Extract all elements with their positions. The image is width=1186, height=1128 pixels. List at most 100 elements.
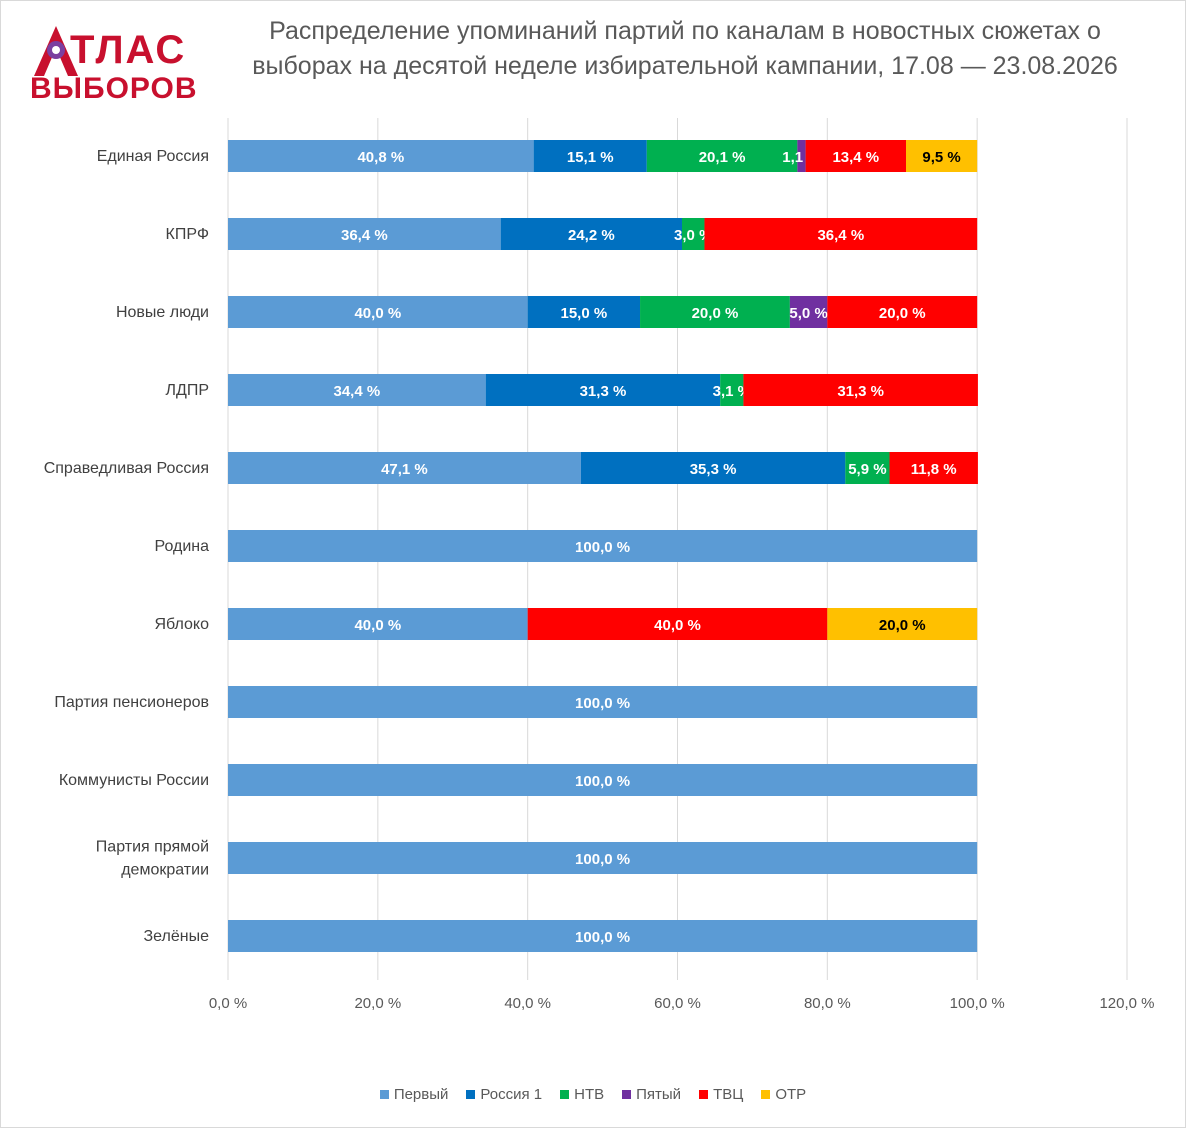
legend-swatch [761, 1090, 771, 1099]
legend-swatch [622, 1090, 632, 1099]
bar-segment [228, 296, 528, 328]
data-label: 100,0 % [575, 851, 630, 868]
bar-segment [228, 608, 528, 640]
legend-label: Первый [393, 1086, 449, 1103]
data-label: 24,2 % [568, 227, 615, 244]
data-label: 3,1 % [713, 383, 751, 400]
x-tick-label: 40,0 % [504, 995, 551, 1012]
bar-segment [533, 140, 647, 172]
legend-item: ТВЦ [699, 1086, 743, 1103]
bar-segment [789, 296, 828, 328]
bar-segment [485, 374, 721, 406]
bar-segment [228, 530, 978, 562]
data-label: 20,0 % [879, 617, 926, 634]
legend-swatch [379, 1090, 389, 1099]
legend-item: Россия 1 [466, 1086, 542, 1103]
logo-bottom-text: ВЫБОРОВ [30, 72, 198, 105]
legend-item: Первый [379, 1086, 449, 1103]
data-label: 36,4 % [341, 227, 388, 244]
category-label: демократии [121, 862, 209, 879]
data-label: 20,0 % [692, 305, 739, 322]
category-label: Зелёные [144, 928, 210, 945]
bar-segment [228, 140, 534, 172]
legend-swatch [699, 1090, 709, 1099]
data-label: 100,0 % [575, 773, 630, 790]
bar-segment [228, 842, 978, 874]
data-label: 15,0 % [561, 305, 608, 322]
bar-segment [797, 140, 806, 172]
legend-label: ОТР [775, 1086, 807, 1103]
bar-segment [827, 296, 978, 328]
bar-segment [889, 452, 978, 484]
data-label: 20,1 % [699, 149, 746, 166]
data-label: 47,1 % [381, 461, 428, 478]
data-label: 5,0 % [789, 305, 827, 322]
atlas-logo: ТЛАС ВЫБОРОВ [26, 22, 197, 112]
category-label: Партия прямой [96, 839, 209, 856]
bar-segment [228, 764, 978, 796]
bar-segment [845, 452, 890, 484]
x-tick-label: 0,0 % [209, 995, 247, 1012]
category-label: Яблоко [155, 616, 210, 633]
legend-label: ТВЦ [713, 1086, 744, 1103]
legend-swatch [560, 1090, 570, 1099]
legend-swatch [466, 1090, 476, 1099]
bar-segment [527, 296, 641, 328]
bar-segment [228, 452, 581, 484]
bar-segment [720, 374, 744, 406]
bar-segment [905, 140, 978, 172]
bar-segment [827, 608, 978, 640]
bar-segment [228, 374, 486, 406]
data-label: 31,3 % [837, 383, 884, 400]
data-label: 100,0 % [575, 695, 630, 712]
data-label: 35,3 % [690, 461, 737, 478]
rocket-logo-icon [34, 26, 78, 76]
x-tick-label: 80,0 % [804, 995, 851, 1012]
category-label: Родина [154, 538, 209, 555]
bar-segment [500, 218, 682, 250]
data-label: 100,0 % [575, 539, 630, 556]
logo-top-text: ТЛАС [70, 28, 187, 72]
bar-segment [646, 140, 798, 172]
bar-segment [228, 686, 978, 718]
data-label: 40,8 % [357, 149, 404, 166]
category-label: Справедливая Россия [44, 460, 209, 477]
data-label: 20,0 % [879, 305, 926, 322]
bar-segment [527, 608, 828, 640]
data-label: 3,0 % [674, 227, 712, 244]
data-label: 34,4 % [334, 383, 381, 400]
data-label: 40,0 % [354, 617, 401, 634]
data-label: 15,1 % [567, 149, 614, 166]
legend-label: Пятый [636, 1086, 682, 1103]
category-label: КПРФ [166, 226, 209, 243]
bar-segment [640, 296, 790, 328]
legend-item: Пятый [622, 1086, 681, 1103]
category-label: Коммунисты России [59, 772, 209, 789]
legend-item: НТВ [560, 1086, 604, 1103]
bar-segment [681, 218, 705, 250]
chart-legend: Первый Россия 1 НТВ Пятый ТВЦ ОТР [0, 1086, 1186, 1103]
category-label: Партия пенсионеров [54, 694, 209, 711]
data-label: 40,0 % [354, 305, 401, 322]
data-label: 40,0 % [654, 617, 701, 634]
category-label: Единая Россия [97, 148, 209, 165]
bar-segment [743, 374, 978, 406]
legend-item: ОТР [761, 1086, 806, 1103]
chart-title-line-1: Распределение упоминаний партий по канал… [269, 17, 1101, 45]
x-tick-label: 20,0 % [354, 995, 401, 1012]
x-tick-label: 60,0 % [654, 995, 701, 1012]
data-label: 9,5 % [922, 149, 960, 166]
x-tick-label: 120,0 % [1099, 995, 1154, 1012]
legend-label: Россия 1 [480, 1086, 543, 1103]
chart-plot: 0,0 % 20,0 % 40,0 % 60,0 % 80,0 % 100,0 % 120,… [44, 118, 1155, 1012]
data-label: 5,9 % [848, 461, 886, 478]
data-label: 13,4 % [832, 149, 879, 166]
data-label: 11,8 % [911, 461, 957, 478]
bar-segment [805, 140, 906, 172]
legend-label: НТВ [574, 1086, 605, 1103]
bar-segment [228, 920, 978, 952]
chart-title: Распределение упоминаний партий по канал… [205, 14, 1165, 84]
data-label: 31,3 % [580, 383, 627, 400]
bar-segment [704, 218, 978, 250]
chart-title-line-2: выборах на десятой неделе избирательной … [252, 52, 1118, 80]
